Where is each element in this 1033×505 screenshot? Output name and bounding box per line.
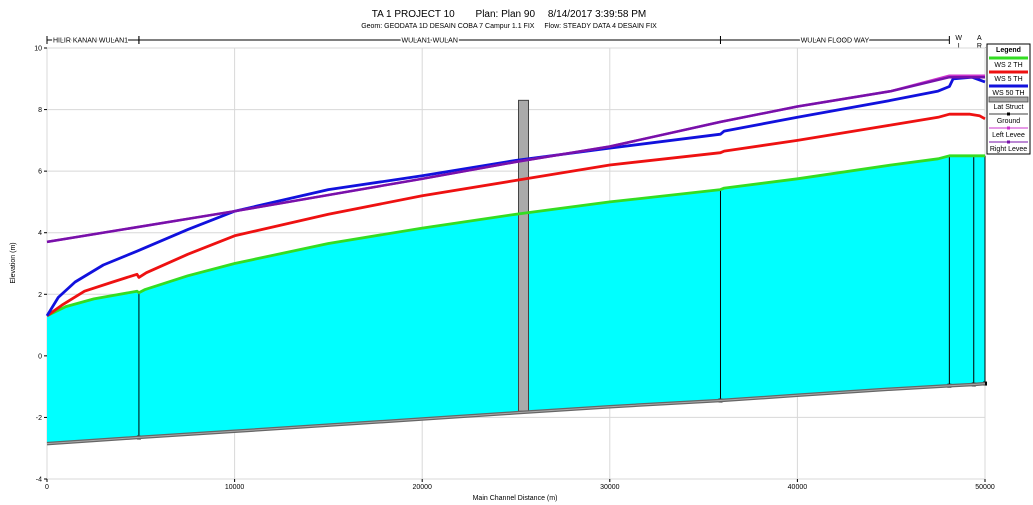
series-line-right-levee [46, 75, 985, 244]
legend-label: Left Levee [992, 132, 1025, 139]
ground-highlight [46, 383, 986, 445]
reach-label: WULAN1 WULAN [402, 38, 458, 45]
y-tick-label: -2 [36, 415, 42, 422]
legend-marker [1007, 112, 1010, 116]
series-line-ws-50-th [45, 75, 986, 317]
x-tick-label: 0 [45, 484, 49, 491]
legend: Legend WS 2 TH WS 5 TH WS 50 TH Lat Struct Gr… [986, 43, 1031, 155]
y-tick-label: 0 [38, 353, 42, 360]
reach-label: HILIR KANAN WULAN1 [53, 38, 128, 45]
svg-text:Geom: GEODATA 1D DESAIN COBA 7: Geom: GEODATA 1D DESAIN COBA 7 Campur 1.… [361, 23, 657, 30]
subtitle-flow: Flow: STEADY DATA 4 DESAIN FIX [544, 23, 657, 30]
title-project: TA 1 PROJECT 10 [372, 9, 455, 20]
title-datetime: 8/14/2017 3:39:58 PM [548, 9, 646, 20]
legend-label: Lat Struct [994, 104, 1024, 111]
y-axis-label: Elevation (m) [10, 242, 17, 283]
x-tick-label: 40000 [788, 484, 808, 491]
legend-marker [1007, 140, 1010, 144]
axes: 0 10000 20000 30000 40000 50000 -4 -2 0 2 4 6 8 10 [34, 46, 995, 492]
legend-label: WS 2 TH [994, 62, 1022, 69]
x-tick-label: 50000 [975, 484, 995, 491]
title-plan: Plan: Plan 90 [476, 9, 536, 20]
water-fill [47, 155, 985, 444]
x-tick-label: 30000 [600, 484, 620, 491]
x-axis-label: Main Channel Distance (m) [473, 495, 558, 502]
y-tick-label: 2 [38, 292, 42, 299]
junction-marker [983, 381, 987, 386]
x-tick-label: 20000 [412, 484, 432, 491]
y-tick-label: -4 [36, 477, 42, 484]
vertical-reach-char: I [958, 43, 960, 50]
y-tick-label: 4 [38, 230, 42, 237]
legend-title: Legend [996, 47, 1021, 54]
legend-swatch [988, 96, 1029, 103]
subtitle-geom: Geom: GEODATA 1D DESAIN COBA 7 Campur 1.… [361, 23, 535, 30]
reach-label: WULAN FLOOD WAY [801, 38, 870, 45]
x-tick-label: 10000 [225, 484, 245, 491]
legend-label: Ground [997, 118, 1020, 125]
series-line-ws-2-th [46, 154, 985, 318]
svg-text:TA 1 PROJECT 10 Plan: Pl: TA 1 PROJECT 10 Plan: Plan 90 8/14/2017 … [372, 9, 646, 20]
y-tick-label: 10 [34, 46, 42, 53]
plot-area [45, 47, 987, 480]
vertical-reach-char: A [977, 35, 982, 42]
vertical-reach-char: W [955, 35, 962, 42]
legend-label: Right Levee [990, 146, 1027, 153]
legend-marker [1007, 126, 1010, 130]
lat-struct-bar [518, 99, 530, 412]
vertical-reach-char: R [977, 43, 982, 50]
legend-label: WS 5 TH [994, 76, 1022, 83]
series-line-ws-5-th [46, 112, 986, 317]
legend-label: WS 50 TH [992, 90, 1024, 97]
y-tick-label: 8 [38, 107, 42, 114]
y-tick-label: 6 [38, 169, 42, 176]
chart-title: TA 1 PROJECT 10 Plan: Plan 90 8/14/2017 … [361, 9, 657, 30]
